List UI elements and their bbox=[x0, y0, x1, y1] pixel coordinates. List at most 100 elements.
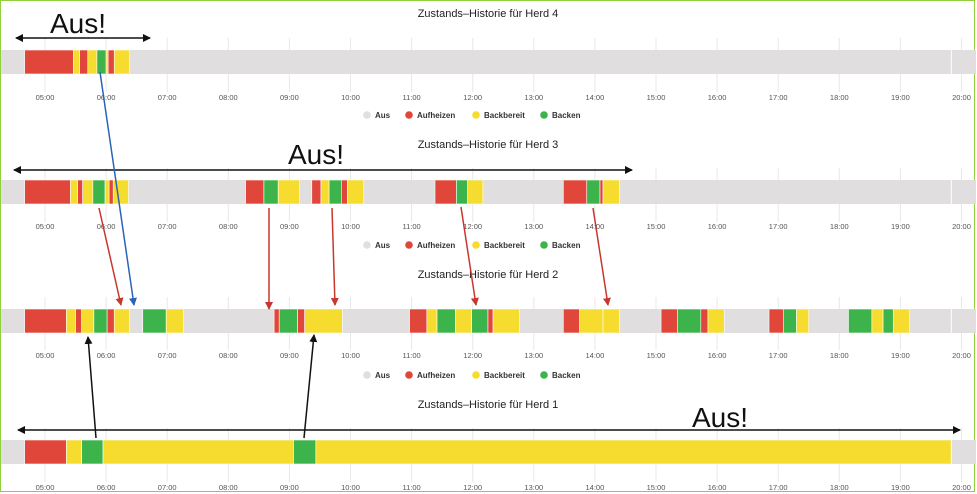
segment-backbereit bbox=[87, 49, 98, 75]
segment-backbereit bbox=[304, 308, 343, 334]
tick-label: 08:00 bbox=[219, 93, 238, 102]
legend-label: Backen bbox=[552, 241, 581, 250]
chart-title: Zustands–Historie für Herd 4 bbox=[418, 8, 559, 20]
legend-marker-aus bbox=[363, 371, 371, 379]
segment-backen bbox=[96, 49, 107, 75]
legend-marker-backbereit bbox=[472, 241, 480, 249]
segment-backbereit bbox=[871, 308, 884, 334]
legend-label: Aufheizen bbox=[417, 111, 455, 120]
legend-label: Aus bbox=[375, 111, 391, 120]
tick-label: 13:00 bbox=[524, 222, 543, 231]
segment-backbereit bbox=[70, 179, 78, 205]
tick-label: 09:00 bbox=[280, 93, 299, 102]
segment-aufheizen bbox=[273, 308, 280, 334]
legend-label: Aus bbox=[375, 371, 391, 380]
segment-backbereit bbox=[892, 308, 910, 334]
legend-label: Backen bbox=[552, 111, 581, 120]
segment-backbereit bbox=[112, 179, 129, 205]
legend-label: Aufheizen bbox=[417, 371, 455, 380]
tick-label: 17:00 bbox=[769, 93, 788, 102]
tick-label: 05:00 bbox=[36, 222, 55, 231]
segment-backen bbox=[92, 179, 106, 205]
tick-label: 07:00 bbox=[158, 222, 177, 231]
tick-label: 06:00 bbox=[97, 93, 116, 102]
legend-label: Backbereit bbox=[484, 241, 525, 250]
legend-marker-aufheizen bbox=[405, 111, 413, 119]
tick-label: 07:00 bbox=[158, 483, 177, 492]
connector-arrow bbox=[460, 206, 479, 306]
legend-marker-backbereit bbox=[472, 371, 480, 379]
legend-marker-backen bbox=[540, 371, 548, 379]
segment-backen bbox=[882, 308, 894, 334]
tick-label: 12:00 bbox=[463, 222, 482, 231]
segment-backbereit bbox=[707, 308, 725, 334]
segment-backen bbox=[471, 308, 489, 334]
tick-label: 19:00 bbox=[891, 93, 910, 102]
segment-backbereit bbox=[602, 308, 620, 334]
tick-label: 20:00 bbox=[952, 483, 971, 492]
chart-title: Zustands–Historie für Herd 2 bbox=[418, 269, 559, 281]
tick-label: 18:00 bbox=[830, 222, 849, 231]
tick-label: 11:00 bbox=[402, 483, 420, 492]
segment-backen bbox=[81, 439, 104, 465]
tick-label: 07:00 bbox=[158, 93, 177, 102]
tick-label: 10:00 bbox=[341, 93, 360, 102]
segment-aufheizen bbox=[409, 308, 428, 334]
tick-label: 14:00 bbox=[586, 351, 605, 360]
connector-arrow bbox=[330, 207, 339, 306]
segment-backen bbox=[263, 179, 279, 205]
segment-backbereit bbox=[104, 179, 110, 205]
tick-label: 06:00 bbox=[97, 351, 116, 360]
tick-label: 14:00 bbox=[586, 222, 605, 231]
legend-marker-backbereit bbox=[472, 111, 480, 119]
segment-backbereit bbox=[426, 308, 438, 334]
tick-label: 13:00 bbox=[524, 93, 543, 102]
segment-aufheizen bbox=[24, 308, 67, 334]
annotation-overlay: Aus! Aus! Aus! bbox=[13, 8, 961, 439]
tick-label: 16:00 bbox=[708, 93, 727, 102]
tick-label: 16:00 bbox=[708, 483, 727, 492]
connector-arrow bbox=[303, 334, 318, 439]
tick-label: 11:00 bbox=[402, 351, 420, 360]
tick-label: 15:00 bbox=[647, 222, 666, 231]
tick-label: 09:00 bbox=[280, 351, 299, 360]
segment-aufheizen bbox=[107, 49, 115, 75]
tick-label: 11:00 bbox=[402, 222, 420, 231]
connector-arrow bbox=[98, 207, 124, 306]
segment-aufheizen bbox=[563, 308, 580, 334]
segment-aufheizen bbox=[77, 179, 83, 205]
tick-label: 08:00 bbox=[219, 351, 238, 360]
annotation-aus: Aus! bbox=[692, 402, 748, 433]
segment-aufheizen bbox=[768, 308, 784, 334]
connector-arrow bbox=[84, 336, 97, 439]
chart-herd-2: Zustands–Historie für Herd 2 05:00 06:00 07… bbox=[1, 269, 976, 380]
tick-label: 16:00 bbox=[708, 222, 727, 231]
segment-aufheizen bbox=[563, 179, 588, 205]
tick-label: 19:00 bbox=[891, 351, 910, 360]
tick-label: 16:00 bbox=[708, 351, 727, 360]
tick-label: 17:00 bbox=[769, 222, 788, 231]
segment-backbereit bbox=[81, 308, 95, 334]
segment-backbereit bbox=[602, 179, 620, 205]
segment-backbereit bbox=[73, 49, 80, 75]
segment-backbereit bbox=[277, 179, 300, 205]
tick-label: 05:00 bbox=[36, 483, 55, 492]
tick-label: 15:00 bbox=[647, 93, 666, 102]
segment-backbereit bbox=[102, 439, 294, 465]
legend-label: Aus bbox=[375, 241, 391, 250]
tick-label: 20:00 bbox=[952, 351, 971, 360]
segment-aufheizen bbox=[311, 179, 322, 205]
segment-backen bbox=[93, 308, 108, 334]
segment-backbereit bbox=[492, 308, 520, 334]
tick-label: 13:00 bbox=[524, 351, 543, 360]
tick-label: 06:00 bbox=[97, 483, 116, 492]
legend-label: Backbereit bbox=[484, 111, 525, 120]
legend-marker-backen bbox=[540, 111, 548, 119]
segment-backen bbox=[677, 308, 702, 334]
segment-backen bbox=[586, 179, 601, 205]
timeline-background bbox=[1, 180, 976, 204]
segment-backbereit bbox=[105, 49, 109, 75]
tick-label: 08:00 bbox=[219, 222, 238, 231]
segment-aufheizen bbox=[108, 179, 114, 205]
